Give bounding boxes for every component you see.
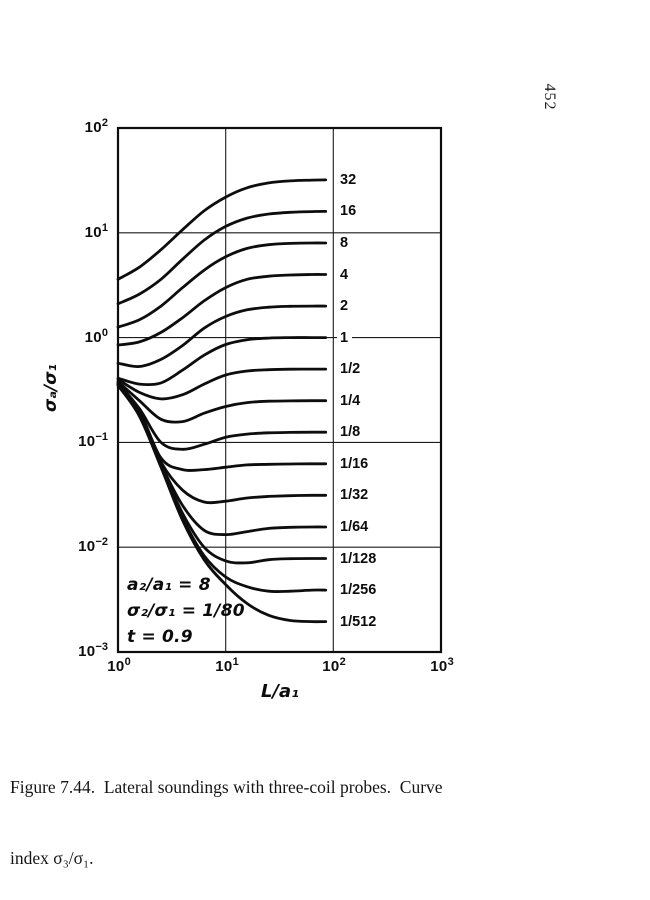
annotation-line: a₂/a₁ = 8: [127, 575, 211, 595]
tick-base: 10: [215, 658, 233, 675]
tick-exponent: −2: [95, 536, 108, 548]
curve-1-512: [116, 384, 328, 624]
curve-8: [116, 241, 328, 329]
tick-base: 10: [78, 643, 96, 660]
curve-16: [116, 210, 328, 306]
x-tick-label: 101: [205, 656, 249, 675]
tick-exponent: 1: [101, 222, 108, 234]
x-tick-label: 103: [420, 656, 464, 675]
annotation-line: t = 0.9: [127, 627, 193, 647]
curve-index-label: 1/16: [337, 455, 373, 473]
tick-base: 10: [322, 658, 340, 675]
y-tick-label: 10−1: [42, 431, 108, 450]
curve-index-label: 1/8: [337, 423, 365, 441]
curve-1-8: [116, 381, 328, 451]
curve-index-label: 2: [337, 297, 353, 315]
x-tick-label: 100: [97, 656, 141, 675]
curve-1-4: [116, 380, 328, 424]
y-tick-label: 101: [42, 222, 108, 241]
tick-base: 10: [84, 329, 102, 346]
curve-index-label: 1/128: [337, 550, 381, 568]
tick-base: 10: [107, 658, 125, 675]
curve-index-label: 1: [337, 329, 353, 347]
caption-line-1: Figure 7.44. Lateral soundings with thre…: [10, 777, 443, 797]
tick-base: 10: [78, 538, 96, 555]
figure-caption: Figure 7.44. Lateral soundings with thre…: [10, 729, 535, 900]
x-axis-label: L/a₁: [260, 681, 300, 702]
tick-exponent: 0: [124, 656, 131, 668]
caption-line-2: index σ₃/σ₁.: [10, 847, 94, 868]
y-tick-label: 10−2: [42, 536, 108, 555]
tick-base: 10: [78, 433, 96, 450]
curve-index-label: 1/2: [337, 360, 365, 378]
curve-32: [116, 178, 328, 281]
curve-index-label: 1/512: [337, 613, 381, 631]
tick-base: 10: [430, 658, 448, 675]
curve-index-label: 1/256: [337, 581, 381, 599]
plot-frame: [116, 126, 443, 654]
curve-1-2: [116, 367, 328, 401]
curve-index-label: 1/32: [337, 486, 373, 504]
curve-index-label: 1/64: [337, 518, 373, 536]
x-tick-label: 102: [312, 656, 356, 675]
plot-curves: [116, 178, 328, 624]
y-tick-label: 100: [42, 327, 108, 346]
tick-exponent: 1: [232, 656, 239, 668]
curve-1: [116, 336, 328, 387]
y-tick-label: 10−3: [42, 641, 108, 660]
tick-exponent: 0: [101, 327, 108, 339]
curve-index-label: 4: [337, 266, 353, 284]
curve-index-label: 1/4: [337, 392, 365, 410]
curve-index-label: 8: [337, 234, 353, 252]
curve-4: [116, 273, 328, 347]
curve-2: [116, 304, 328, 368]
tick-exponent: −1: [95, 431, 108, 443]
plot-grid: [116, 126, 443, 654]
curve-index-label: 16: [337, 202, 361, 220]
tick-exponent: 2: [101, 117, 108, 129]
curve-index-label: 32: [337, 171, 361, 189]
y-tick-label: 102: [42, 117, 108, 136]
annotation-line: σ₂/σ₁ = 1/80: [127, 601, 245, 621]
tick-exponent: 3: [447, 656, 454, 668]
tick-base: 10: [84, 119, 102, 136]
y-axis-label: σₐ/σ₁: [41, 364, 61, 412]
tick-exponent: −3: [95, 641, 108, 653]
tick-exponent: 2: [339, 656, 346, 668]
tick-base: 10: [84, 224, 102, 241]
